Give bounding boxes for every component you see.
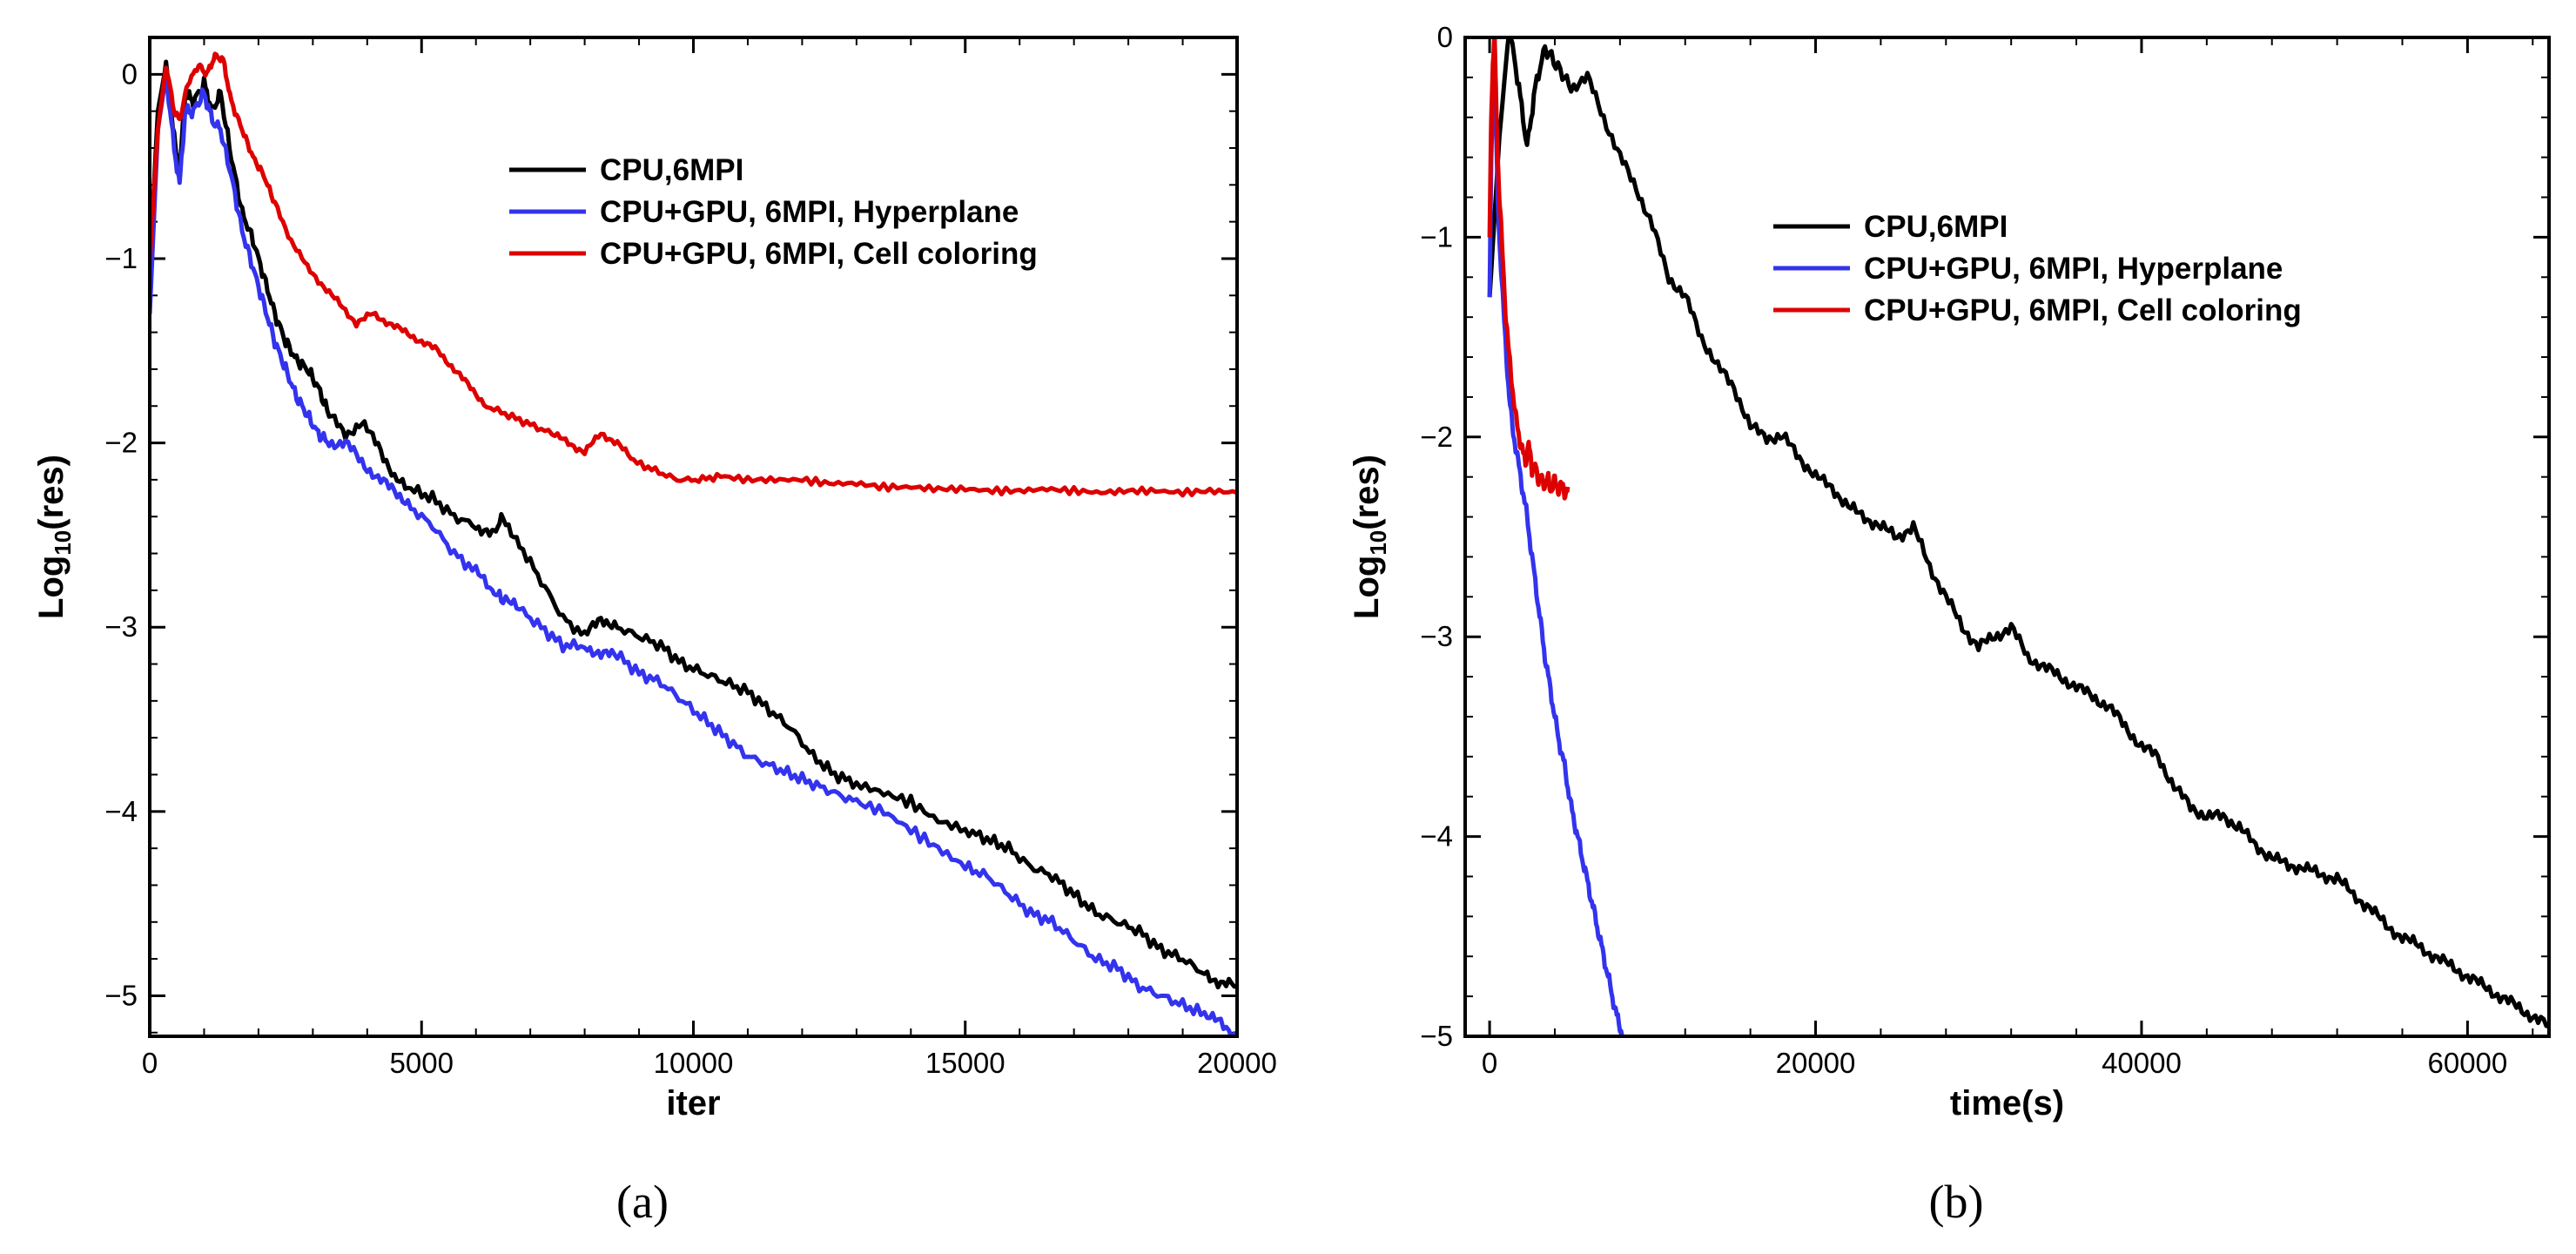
plot-frame-b (1463, 36, 2551, 1038)
x-tick-label: 20000 (1776, 1047, 1856, 1079)
y-tick-label: −5 (104, 979, 138, 1011)
axis-ticks-a: 0 5000 10000 15000 20000 0 −1 −2 −3 −4 −5 (104, 37, 1277, 1079)
x-tick-label: 20000 (1197, 1047, 1277, 1079)
y-tick-label: 0 (122, 57, 138, 90)
legend-label-3: CPU+GPU, 6MPI, Cell coloring (1864, 293, 2302, 327)
series-lines-b (1487, 37, 2549, 1036)
x-tick-label: 0 (1482, 1047, 1497, 1079)
series-line-3 (1487, 37, 1570, 501)
x-axis-label-b: time(s) (1950, 1084, 2064, 1123)
y-tick-label: −1 (104, 242, 138, 274)
x-tick-label: 40000 (2102, 1047, 2182, 1079)
y-tick-label: −1 (1420, 220, 1453, 253)
y-axis-label-b: Log10(res) (1348, 455, 1391, 619)
y-tick-label: −5 (1420, 1020, 1453, 1052)
legend-label-2: CPU+GPU, 6MPI, Hyperplane (600, 195, 1019, 229)
y-axis-label-a: Log10(res) (32, 455, 76, 619)
x-tick-label: 5000 (390, 1047, 454, 1079)
x-tick-label: 60000 (2428, 1047, 2508, 1079)
y-tick-label: −3 (104, 610, 138, 643)
y-tick-label: −2 (1420, 421, 1453, 453)
series-line-1 (150, 59, 1237, 990)
legend-a: CPU,6MPI CPU+GPU, 6MPI, Hyperplane CPU+GPU… (509, 153, 1038, 271)
plot-frame-a (148, 36, 1239, 1038)
series-line-2 (150, 70, 1237, 1036)
x-axis-label-a: iter (666, 1084, 720, 1123)
x-tick-label: 0 (142, 1047, 158, 1079)
series-line-2 (1487, 37, 1624, 1036)
series-line-3 (150, 51, 1237, 498)
y-tick-label: −4 (1420, 820, 1453, 853)
legend-label-1: CPU,6MPI (600, 153, 743, 187)
x-tick-label: 15000 (925, 1047, 1006, 1079)
y-tick-label: −4 (104, 795, 138, 827)
series-lines-a (150, 51, 1237, 1036)
caption-a: (a) (616, 1176, 669, 1228)
caption-b: (b) (1929, 1176, 1984, 1228)
y-tick-label: −2 (104, 427, 138, 459)
chart-panel-a: 0 5000 10000 15000 20000 0 −1 −2 −3 −4 −5 CPU,6MPI… (32, 36, 1277, 1228)
legend-label-2: CPU+GPU, 6MPI, Hyperplane (1864, 252, 2283, 286)
legend-b: CPU,6MPI CPU+GPU, 6MPI, Hyperplane CPU+GPU… (1773, 210, 2302, 327)
legend-label-3: CPU+GPU, 6MPI, Cell coloring (600, 237, 1038, 271)
y-tick-label: −3 (1420, 620, 1453, 652)
legend-label-1: CPU,6MPI (1864, 210, 2008, 244)
series-line-1 (1487, 37, 2549, 1028)
y-tick-label: 0 (1437, 21, 1453, 53)
x-tick-label: 10000 (654, 1047, 734, 1079)
chart-panel-b: 0 20000 40000 60000 0 −1 −2 −3 −4 −5 CPU,6MPI CPU+… (1348, 21, 2551, 1228)
